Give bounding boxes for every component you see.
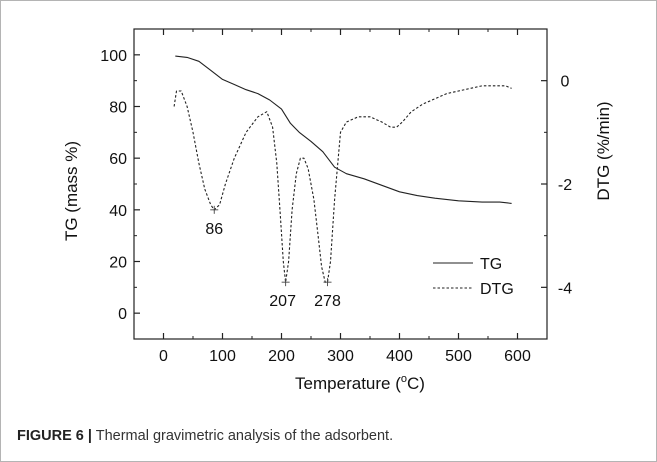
figure-caption-label: FIGURE 6 | — [17, 428, 92, 444]
figure-caption: FIGURE 6 | Thermal gravimetric analysis … — [17, 428, 393, 444]
legend-label-tg: TG — [480, 256, 502, 273]
y-left-tick-label: 80 — [109, 100, 127, 117]
peak-label: 86 — [205, 221, 223, 238]
x-tick-label: 500 — [445, 348, 472, 365]
y-left-tick-label: 20 — [109, 255, 127, 272]
peak-label: 207 — [269, 293, 296, 310]
x-axis: 0 100 200 300 400 500 600 — [133, 29, 548, 365]
y-left-tick-label: 0 — [118, 306, 127, 323]
series-line-dtg — [173, 85, 512, 283]
legend: TG DTG — [433, 256, 514, 298]
y-right-tick-label: 0 — [561, 74, 570, 91]
series-layer — [173, 55, 512, 283]
x-tick-label: 0 — [159, 348, 168, 365]
x-tick-label: 300 — [327, 348, 354, 365]
y-left-tick-label: 100 — [100, 48, 127, 65]
x-tick-label: 600 — [504, 348, 531, 365]
x-tick-label: 100 — [209, 348, 236, 365]
tg-dtg-chart: 0 100 200 300 400 500 600 0 20 40 60 80 100 0 -2 -4 8… — [62, 28, 613, 393]
series-line-tg — [175, 55, 512, 204]
y-right-tick-label: -4 — [558, 280, 572, 297]
x-axis-title-degree: o — [401, 373, 407, 385]
y-axis-left: 0 20 40 60 80 100 — [100, 28, 140, 340]
legend-label-dtg: DTG — [480, 281, 514, 298]
annotation-layer: 86 207 278 — [205, 205, 341, 310]
peak-label: 278 — [314, 293, 341, 310]
y-left-tick-label: 40 — [109, 203, 127, 220]
x-axis-title-unit: C) — [407, 374, 425, 393]
figure-caption-text: Thermal gravimetric analysis of the adso… — [91, 428, 394, 444]
x-tick-label: 400 — [386, 348, 413, 365]
y-right-tick-label: -2 — [558, 177, 572, 194]
x-axis-title-main: Temperature ( — [295, 374, 401, 393]
y-left-tick-label: 60 — [109, 151, 127, 168]
y-axis-right: 0 -2 -4 — [541, 28, 572, 340]
y-axis-left-title: TG (mass %) — [62, 141, 81, 241]
x-axis-title: Temperature (oC) — [295, 373, 425, 393]
x-tick-label: 200 — [268, 348, 295, 365]
y-axis-right-title: DTG (%/min) — [594, 101, 613, 200]
